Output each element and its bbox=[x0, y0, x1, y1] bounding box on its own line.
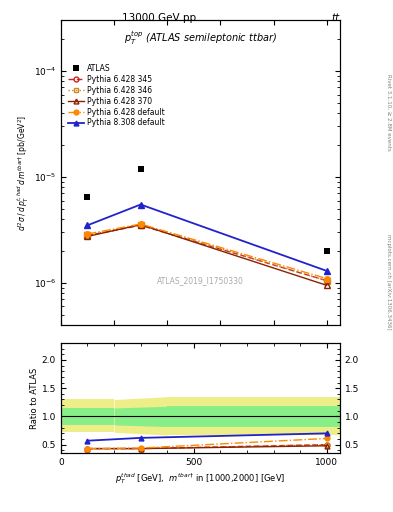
Y-axis label: Ratio to ATLAS: Ratio to ATLAS bbox=[30, 368, 39, 429]
Text: Rivet 3.1.10, ≥ 2.8M events: Rivet 3.1.10, ≥ 2.8M events bbox=[386, 74, 391, 151]
Y-axis label: $d^2\sigma\,/\,d\,p_T^{t,had}\,d\,m^{tbar†}$ [pb/GeV$^2$]: $d^2\sigma\,/\,d\,p_T^{t,had}\,d\,m^{tba… bbox=[15, 115, 31, 231]
Text: mcplots.cern.ch [arXiv:1306.3436]: mcplots.cern.ch [arXiv:1306.3436] bbox=[386, 234, 391, 329]
X-axis label: $p_T^{thad}$ [GeV],  $m^{tbar†}$ in [1000,2000] [GeV]: $p_T^{thad}$ [GeV], $m^{tbar†}$ in [1000… bbox=[115, 471, 286, 486]
Text: tt: tt bbox=[332, 13, 340, 23]
Text: 13000 GeV pp: 13000 GeV pp bbox=[121, 13, 196, 23]
Text: ATLAS_2019_I1750330: ATLAS_2019_I1750330 bbox=[157, 276, 244, 286]
Text: $p_T^{top}$ (ATLAS semileptonic ttbar): $p_T^{top}$ (ATLAS semileptonic ttbar) bbox=[124, 30, 277, 48]
Legend: ATLAS, Pythia 6.428 345, Pythia 6.428 346, Pythia 6.428 370, Pythia 6.428 defaul: ATLAS, Pythia 6.428 345, Pythia 6.428 34… bbox=[68, 64, 165, 127]
